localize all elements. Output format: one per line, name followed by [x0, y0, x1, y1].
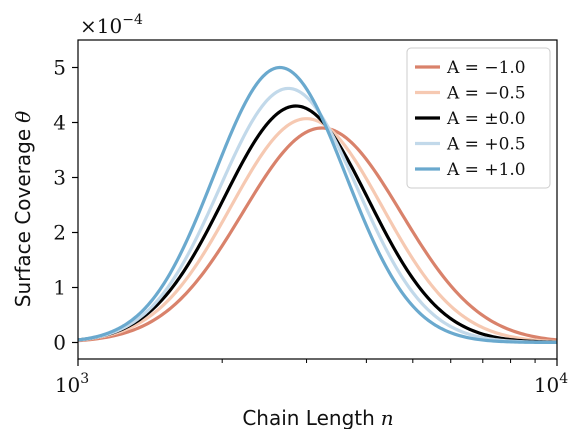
series-line-4 [77, 65, 558, 345]
y-axis-title: Surface Coverageθ [11, 111, 35, 307]
x-tick-label-0: 103 [55, 371, 89, 397]
legend-label-3: A = +0.5 [446, 135, 526, 155]
y-axis-ticks: 0 1 2 3 4 5 [53, 56, 78, 355]
series-line-2 [77, 104, 558, 344]
plot-lines [77, 65, 558, 345]
legend-label-2: A = ±0.0 [446, 109, 526, 129]
x-axis-title: Chain Length n [242, 406, 393, 429]
x-axis-ticks: 103 104 [55, 359, 568, 397]
y-tick-label-2: 2 [53, 221, 66, 245]
x-tick-label-1: 104 [534, 371, 568, 397]
y-tick-label-3: 3 [53, 166, 66, 190]
legend-label-4: A = +1.0 [446, 160, 526, 180]
series-line-0 [77, 126, 558, 343]
y-tick-label-4: 4 [53, 111, 66, 135]
legend-box [406, 47, 551, 189]
legend: A = −1.0 A = −0.5 A = ±0.0 A = +0.5 A = +1.0 [406, 47, 551, 189]
legend-label-0: A = −1.0 [446, 58, 526, 78]
plot-frame [77, 39, 558, 360]
legend-items: A = −1.0 A = −0.5 A = ±0.0 A = +0.5 A = +1.0 [415, 58, 526, 180]
legend-label-1: A = −0.5 [446, 84, 526, 104]
series-line-1 [77, 117, 558, 344]
y-tick-label-0: 0 [53, 331, 66, 355]
y-multiplier: ×10−4 [80, 12, 143, 38]
y-tick-label-5: 5 [53, 56, 66, 80]
y-tick-label-1: 1 [53, 276, 66, 300]
